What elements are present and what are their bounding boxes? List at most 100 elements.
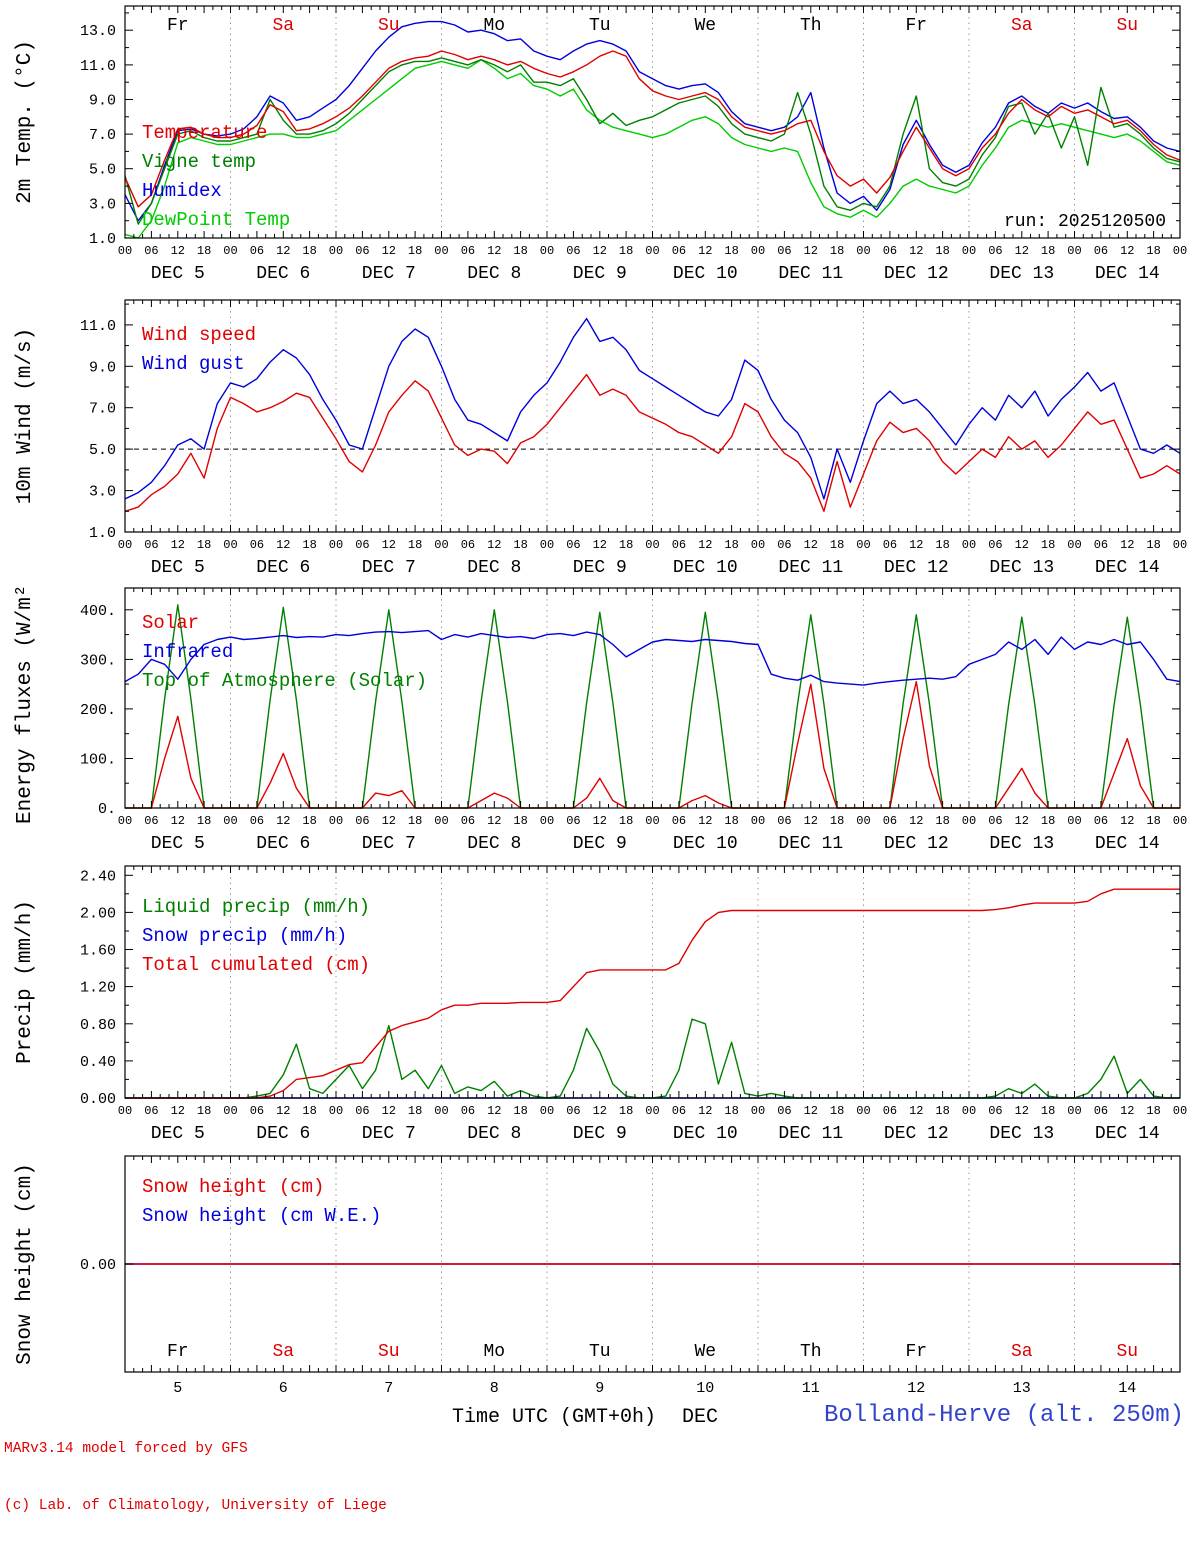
svg-text:DEC 10: DEC 10 — [673, 558, 738, 578]
svg-text:Infrared: Infrared — [142, 641, 233, 663]
svg-text:06: 06 — [144, 1104, 158, 1118]
svg-text:1.0: 1.0 — [89, 231, 116, 248]
svg-text:06: 06 — [1094, 244, 1108, 258]
svg-text:18: 18 — [830, 1104, 844, 1118]
svg-text:18: 18 — [619, 244, 633, 258]
svg-text:200.: 200. — [80, 702, 116, 719]
svg-text:DEC 5: DEC 5 — [151, 264, 205, 284]
svg-text:9.0: 9.0 — [89, 359, 116, 376]
svg-text:18: 18 — [1146, 538, 1160, 552]
svg-text:We: We — [694, 16, 716, 36]
wind-panel: 1.0 3.0 5.0 7.0 9.0 11.0 00 06 12 18 00 06 12 18 00 06 1… — [14, 299, 1187, 578]
svg-text:12: 12 — [487, 244, 501, 258]
svg-text:0.00: 0.00 — [80, 1091, 116, 1108]
svg-text:18: 18 — [408, 1104, 422, 1118]
svg-text:12: 12 — [1015, 814, 1029, 828]
svg-text:06: 06 — [355, 814, 369, 828]
svg-text:00: 00 — [1067, 814, 1081, 828]
svg-text:00: 00 — [223, 1104, 237, 1118]
svg-text:00: 00 — [434, 1104, 448, 1118]
svg-text:Su: Su — [1116, 16, 1138, 36]
svg-text:00: 00 — [118, 1104, 132, 1118]
svg-text:06: 06 — [461, 1104, 475, 1118]
footer: MARv3.14 model forced by GFS (c) Lab. of… — [0, 1400, 1194, 1514]
svg-text:Fr: Fr — [167, 1342, 189, 1362]
svg-text:06: 06 — [355, 244, 369, 258]
svg-text:00: 00 — [223, 814, 237, 828]
svg-text:Snow height (cm): Snow height (cm) — [14, 1163, 37, 1365]
svg-text:9: 9 — [595, 1380, 604, 1397]
svg-text:Mo: Mo — [483, 1342, 505, 1362]
svg-text:Fr: Fr — [905, 1342, 927, 1362]
svg-text:DEC 7: DEC 7 — [362, 834, 416, 854]
svg-text:DEC 9: DEC 9 — [573, 558, 627, 578]
svg-text:DEC 11: DEC 11 — [778, 834, 843, 854]
svg-text:0.80: 0.80 — [80, 1017, 116, 1034]
svg-text:12: 12 — [1015, 244, 1029, 258]
svg-text:13.0: 13.0 — [80, 23, 116, 40]
svg-text:DEC 12: DEC 12 — [884, 558, 949, 578]
svg-text:13: 13 — [1013, 1380, 1031, 1397]
svg-text:06: 06 — [355, 538, 369, 552]
svg-text:11.0: 11.0 — [80, 58, 116, 75]
svg-text:Liquid precip (mm/h): Liquid precip (mm/h) — [142, 896, 370, 918]
svg-text:12: 12 — [276, 814, 290, 828]
svg-text:12: 12 — [1015, 1104, 1029, 1118]
svg-text:DEC 6: DEC 6 — [256, 558, 310, 578]
svg-text:18: 18 — [197, 1104, 211, 1118]
svg-text:18: 18 — [1146, 814, 1160, 828]
svg-text:12: 12 — [698, 814, 712, 828]
svg-text:DEC 13: DEC 13 — [989, 558, 1054, 578]
svg-text:18: 18 — [302, 1104, 316, 1118]
svg-text:00: 00 — [1067, 1104, 1081, 1118]
svg-text:00: 00 — [645, 244, 659, 258]
svg-text:Energy fluxes (W/m²): Energy fluxes (W/m²) — [14, 584, 37, 824]
svg-text:Wind gust: Wind gust — [142, 353, 245, 375]
svg-text:12: 12 — [909, 244, 923, 258]
svg-text:12: 12 — [698, 244, 712, 258]
svg-text:11.0: 11.0 — [80, 318, 116, 335]
svg-text:18: 18 — [935, 1104, 949, 1118]
svg-text:06: 06 — [250, 244, 264, 258]
svg-text:DEC 10: DEC 10 — [673, 1124, 738, 1144]
svg-text:DEC 12: DEC 12 — [884, 834, 949, 854]
svg-text:06: 06 — [777, 244, 791, 258]
snow-height-panel: 0.00 Fr 5 Sa 6 Su 7 Mo 8 Tu 9 We 10 Th 11 Fr 12 Sa 13 Su 14 S… — [14, 1155, 1181, 1397]
svg-text:DEC 5: DEC 5 — [151, 558, 205, 578]
svg-text:12: 12 — [804, 1104, 818, 1118]
svg-text:DEC 6: DEC 6 — [256, 264, 310, 284]
svg-text:Su: Su — [378, 1342, 400, 1362]
svg-text:12: 12 — [593, 244, 607, 258]
svg-text:1.60: 1.60 — [80, 943, 116, 960]
svg-text:00: 00 — [118, 814, 132, 828]
svg-text:00: 00 — [1173, 1104, 1187, 1118]
svg-text:11: 11 — [802, 1380, 820, 1397]
svg-text:18: 18 — [724, 538, 738, 552]
svg-text:2.00: 2.00 — [80, 905, 116, 922]
svg-text:00: 00 — [540, 1104, 554, 1118]
svg-text:06: 06 — [355, 1104, 369, 1118]
svg-text:06: 06 — [988, 1104, 1002, 1118]
svg-text:18: 18 — [513, 538, 527, 552]
svg-text:12: 12 — [698, 538, 712, 552]
svg-text:12: 12 — [593, 538, 607, 552]
svg-text:DEC 8: DEC 8 — [467, 1124, 521, 1144]
svg-text:00: 00 — [962, 814, 976, 828]
svg-text:00: 00 — [751, 814, 765, 828]
svg-text:06: 06 — [988, 538, 1002, 552]
svg-text:06: 06 — [566, 814, 580, 828]
svg-text:DEC 5: DEC 5 — [151, 1124, 205, 1144]
svg-text:Fr: Fr — [905, 16, 927, 36]
svg-text:Temperature: Temperature — [142, 122, 267, 144]
svg-text:00: 00 — [962, 244, 976, 258]
svg-text:Su: Su — [1116, 1342, 1138, 1362]
svg-text:00: 00 — [540, 814, 554, 828]
svg-text:00: 00 — [434, 538, 448, 552]
svg-text:06: 06 — [672, 814, 686, 828]
svg-text:12: 12 — [487, 538, 501, 552]
svg-text:DEC 13: DEC 13 — [989, 264, 1054, 284]
svg-text:06: 06 — [1094, 538, 1108, 552]
svg-text:12: 12 — [171, 1104, 185, 1118]
svg-text:12: 12 — [382, 538, 396, 552]
svg-text:DEC 9: DEC 9 — [573, 264, 627, 284]
